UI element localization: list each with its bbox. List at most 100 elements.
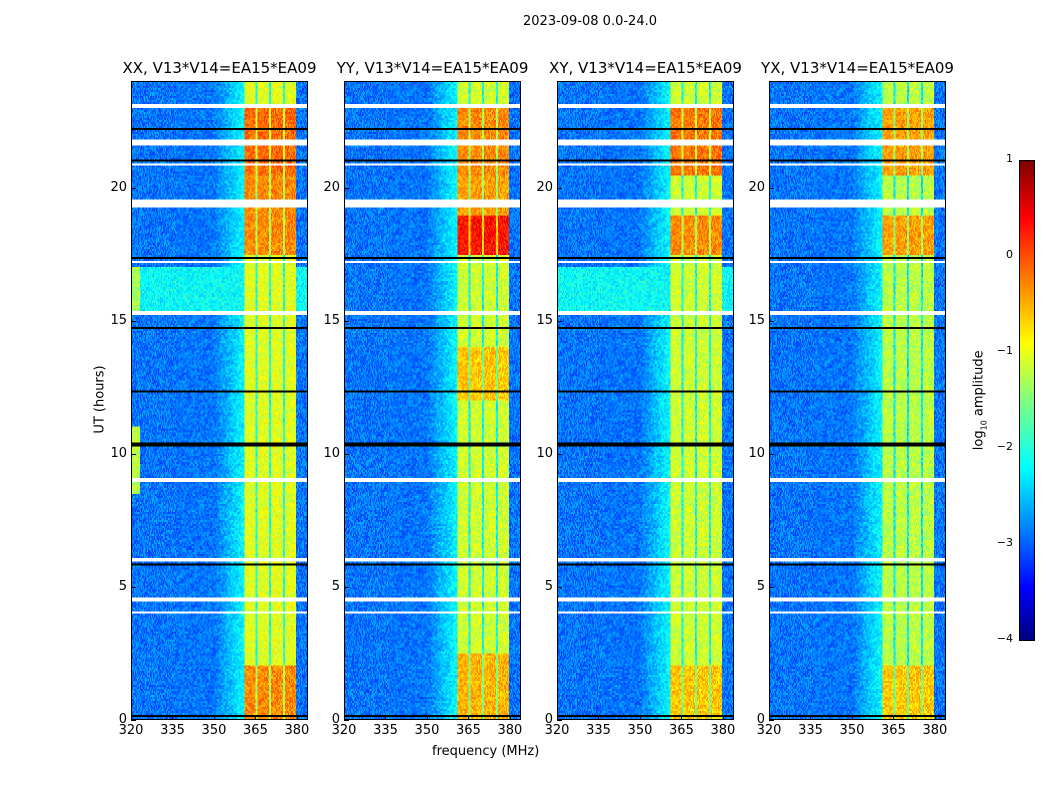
x-tick-label: 380 (922, 723, 948, 738)
x-tick-label: 350 (839, 723, 865, 738)
colorbar-tick-label: −2 (996, 440, 1013, 453)
y-tick-label: 20 (323, 179, 340, 195)
y-tick-mark (557, 187, 562, 189)
x-tick-mark (557, 715, 558, 720)
panel-title: YY, V13*V14=EA15*EA09 (336, 59, 529, 77)
x-tick-mark (934, 715, 936, 720)
heatmap-image (558, 82, 733, 719)
x-tick-mark (344, 715, 345, 720)
y-tick-label: 20 (536, 179, 553, 195)
heatmap-panel-xy (557, 81, 734, 720)
x-tick-mark (893, 715, 895, 720)
x-tick-label: 335 (373, 723, 398, 738)
y-tick-mark (557, 720, 562, 721)
y-tick-mark (344, 720, 349, 721)
colorbar-label: log10 amplitude (972, 340, 989, 460)
y-tick-label: 0 (118, 712, 127, 727)
x-tick-label: 335 (586, 723, 611, 738)
y-tick-mark (344, 320, 349, 322)
colorbar-tick-label: −3 (996, 536, 1013, 549)
x-tick-label: 350 (201, 723, 227, 738)
y-tick-mark (344, 187, 349, 189)
x-tick-mark (598, 715, 600, 720)
x-tick-mark (172, 715, 174, 720)
x-tick-label: 365 (243, 723, 268, 738)
heatmap-panel-yx (769, 81, 946, 720)
y-tick-label: 15 (110, 312, 127, 328)
x-axis-label: frequency (MHz) (432, 744, 540, 759)
heatmap-panel-xx (131, 81, 308, 720)
x-tick-mark (851, 715, 853, 720)
panel-title: XY, V13*V14=EA15*EA09 (549, 59, 742, 77)
x-tick-label: 380 (284, 723, 310, 738)
colorbar-tick-label: −1 (996, 344, 1013, 357)
x-tick-label: 320 (756, 723, 782, 738)
y-tick-mark (131, 586, 136, 588)
y-tick-mark (557, 586, 562, 588)
y-tick-label: 5 (544, 578, 553, 594)
y-tick-mark (344, 453, 349, 455)
y-tick-mark (557, 320, 562, 322)
x-tick-mark (296, 715, 298, 720)
y-tick-mark (344, 586, 349, 588)
colorbar (1019, 160, 1035, 641)
heatmap-image (132, 82, 307, 719)
x-tick-label: 365 (669, 723, 694, 738)
y-tick-label: 10 (323, 445, 340, 461)
panel-title: XX, V13*V14=EA15*EA09 (122, 59, 317, 77)
colorbar-tick-label: 1 (1006, 152, 1013, 165)
x-tick-mark (426, 715, 428, 720)
x-tick-mark (639, 715, 641, 720)
y-tick-label: 5 (118, 578, 127, 594)
y-tick-mark (769, 320, 774, 322)
panel-title: YX, V13*V14=EA15*EA09 (761, 59, 954, 77)
y-tick-mark (131, 320, 136, 322)
y-tick-label: 10 (748, 445, 765, 461)
colorbar-label-prefix: log (971, 430, 987, 451)
x-tick-mark (213, 715, 215, 720)
y-tick-label: 10 (536, 445, 553, 461)
y-tick-label: 15 (748, 312, 765, 328)
x-tick-label: 365 (456, 723, 481, 738)
x-tick-mark (468, 715, 470, 720)
y-axis-label: UT (hours) (92, 365, 108, 434)
heatmap-image (345, 82, 520, 719)
y-tick-mark (131, 453, 136, 455)
colorbar-tick-label: 0 (1006, 248, 1013, 261)
y-tick-label: 0 (331, 712, 340, 727)
x-tick-mark (131, 715, 132, 720)
heatmap-image (770, 82, 945, 719)
y-tick-label: 0 (544, 712, 553, 727)
x-tick-label: 335 (798, 723, 823, 738)
x-tick-label: 380 (710, 723, 736, 738)
y-tick-mark (769, 187, 774, 189)
x-tick-mark (810, 715, 812, 720)
x-tick-label: 365 (881, 723, 906, 738)
y-tick-label: 20 (748, 179, 765, 195)
y-tick-mark (769, 720, 774, 721)
y-tick-mark (131, 187, 136, 189)
x-tick-label: 380 (497, 723, 523, 738)
figure-title: 2023-09-08 0.0-24.0 (523, 14, 657, 29)
y-tick-mark (769, 586, 774, 588)
y-tick-mark (557, 453, 562, 455)
y-tick-mark (769, 453, 774, 455)
y-tick-label: 0 (756, 712, 765, 727)
x-tick-mark (509, 715, 511, 720)
colorbar-label-sub: 10 (979, 420, 989, 431)
x-tick-label: 320 (331, 723, 357, 738)
x-tick-label: 350 (414, 723, 440, 738)
y-tick-label: 20 (110, 179, 127, 195)
y-tick-label: 15 (536, 312, 553, 328)
y-tick-label: 5 (756, 578, 765, 594)
y-tick-label: 10 (110, 445, 127, 461)
x-tick-label: 320 (544, 723, 570, 738)
colorbar-tick-label: −4 (996, 632, 1013, 645)
x-tick-mark (722, 715, 724, 720)
heatmap-panel-yy (344, 81, 521, 720)
x-tick-label: 350 (627, 723, 653, 738)
y-tick-label: 5 (331, 578, 340, 594)
x-tick-label: 320 (118, 723, 144, 738)
x-tick-mark (681, 715, 683, 720)
x-tick-mark (255, 715, 257, 720)
